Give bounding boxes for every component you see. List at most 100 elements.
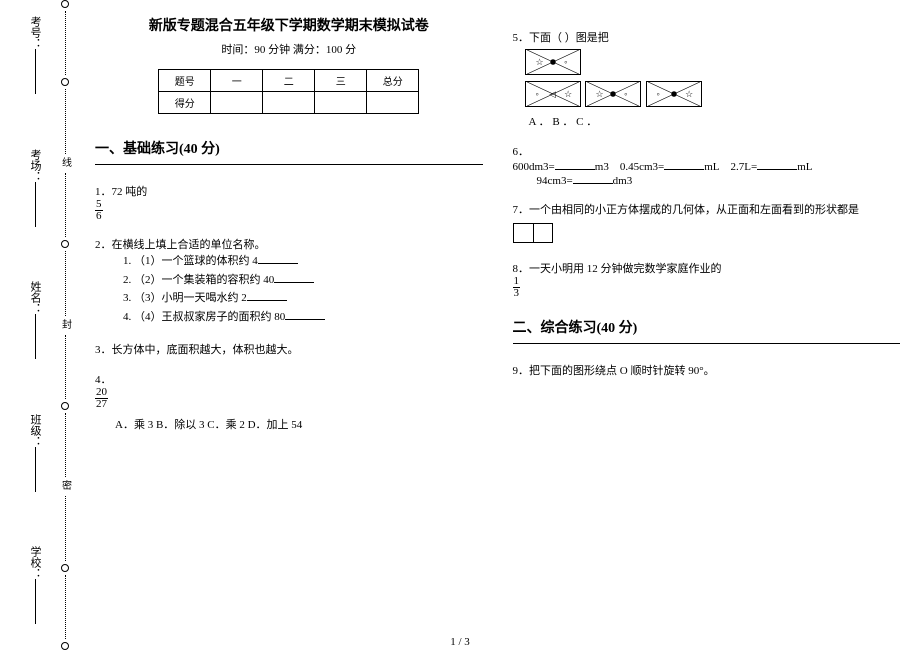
binding-dotline — [65, 413, 66, 477]
side-labels: 考号： 考场： 姓名： 班级： 学校： — [20, 10, 50, 630]
q6-text: 6． — [513, 143, 901, 159]
th: 题号 — [159, 70, 211, 92]
frac-num: 20 — [95, 387, 108, 399]
side-banji: 班级： — [27, 408, 43, 498]
frac-den: 27 — [95, 399, 108, 410]
th: 一 — [211, 70, 263, 92]
q6b: 0.45cm3= — [620, 161, 664, 173]
score-table: 题号 一 二 三 总分 得分 — [158, 69, 419, 114]
binding-dotline — [65, 575, 66, 639]
binding-circle — [61, 240, 69, 248]
blank — [573, 173, 613, 184]
blank-line — [35, 314, 36, 359]
question-7: 7．一个由相同的小正方体摆成的几何体，从正面和左面看到的形状都是 — [513, 201, 901, 246]
side-xingming: 姓名： — [27, 275, 43, 365]
blank-line — [35, 182, 36, 227]
q5-ref-shape: ☆◦ — [525, 49, 901, 75]
q6c-unit: mL — [797, 161, 812, 173]
q1-fraction: 5 6 — [95, 199, 103, 222]
q4-text: 4． — [95, 371, 483, 387]
q2-3-text: 3. （3）小明一天喝水约 2 — [123, 292, 247, 304]
frac-den: 3 — [513, 288, 521, 299]
seal-feng: 封 — [58, 319, 73, 332]
shape-a-icon: ◦◁☆ — [525, 81, 581, 107]
side-kaochang: 考场： — [27, 143, 43, 233]
question-9: 9．把下面的图形绕点 O 顺时针旋转 90°。 — [513, 362, 901, 378]
svg-text:☆: ☆ — [685, 89, 693, 99]
q7-text: 7．一个由相同的小正方体摆成的几何体，从正面和左面看到的形状都是 — [513, 201, 901, 217]
question-5: 5．下面（ ）图是把 ☆◦ ◦◁☆ ☆◦ ◦☆ A ． B ． C ． — [513, 29, 901, 129]
binding-dotline — [65, 89, 66, 153]
binding-circle — [61, 0, 69, 8]
td — [211, 92, 263, 114]
svg-text:☆: ☆ — [596, 89, 604, 99]
blank-line — [35, 579, 36, 624]
side-kaohao: 考号： — [27, 10, 43, 100]
question-8: 8．一天小明用 12 分钟做完数学家庭作业的 1 3 — [513, 260, 901, 299]
section-2-title: 二、综合练习(40 分) — [513, 317, 901, 337]
xuexiao-label: 学校： — [29, 546, 41, 579]
binding-circle — [61, 78, 69, 86]
q6-line1: 600dm3= m3 0.45cm3= mL 2.7L= mL — [513, 159, 901, 173]
blank — [247, 290, 287, 301]
blank — [258, 253, 298, 264]
kaohao-label: 考号： — [29, 16, 41, 49]
binding-dotline — [65, 11, 66, 75]
q6a: 600dm3= — [513, 161, 555, 173]
q5-opt-shapes: ◦◁☆ ☆◦ ◦☆ — [525, 81, 901, 107]
kaochang-label: 考场： — [29, 149, 41, 182]
seal-xian: 线 — [58, 157, 73, 170]
question-6: 6． 600dm3=m3 0.45cm3=mL 2.7L=mL 94cm3=dm… — [513, 143, 901, 187]
question-4: 4． 20 27 A．乘 3 B．除以 3 C．乘 2 D．加上 54 — [95, 371, 483, 432]
question-3: 3．长方体中，底面积越大，体积也越大。 — [95, 341, 483, 357]
q6c: 2.7L= — [731, 161, 758, 173]
q5-options: A ． B ． C ． — [529, 113, 901, 129]
section-underline — [95, 164, 483, 165]
binding-dotline — [65, 335, 66, 399]
th: 二 — [263, 70, 315, 92]
shape-b-icon: ☆◦ — [585, 81, 641, 107]
q2-sub: 1. （1）一个篮球的体积约 4 2. （2）一个集装箱的容积约 40 3. （… — [123, 252, 483, 327]
q2-2-text: 2. （2）一个集装箱的容积约 40 — [123, 274, 274, 286]
page-footer: 1 / 3 — [0, 636, 920, 648]
svg-text:◦: ◦ — [624, 89, 627, 99]
seal-mi: 密 — [58, 480, 73, 493]
th: 得分 — [159, 92, 211, 114]
binding-circle — [61, 402, 69, 410]
th: 三 — [315, 70, 367, 92]
q6a-unit: m3 — [595, 161, 609, 173]
binding-strip: 线 封 密 — [55, 0, 75, 650]
q2-3: 3. （3）小明一天喝水约 2 — [123, 289, 483, 308]
blank — [664, 159, 704, 170]
table-row: 题号 一 二 三 总分 — [159, 70, 419, 92]
svg-text:☆: ☆ — [535, 57, 543, 67]
section-underline — [513, 343, 901, 344]
page-content: 新版专题混合五年级下学期数学期末模拟试卷 时间：90 分钟 满分：100 分 题… — [95, 15, 900, 635]
q2-1: 1. （1）一个篮球的体积约 4 — [123, 252, 483, 271]
binding-dotline — [65, 496, 66, 560]
section-1-title: 一、基础练习(40 分) — [95, 138, 483, 158]
q6d: 94cm3= — [537, 175, 573, 187]
th: 总分 — [367, 70, 419, 92]
td — [263, 92, 315, 114]
q2-4: 4. （4）王叔叔家房子的面积约 80 — [123, 308, 483, 327]
svg-text:☆: ☆ — [564, 89, 572, 99]
table-row: 得分 — [159, 92, 419, 114]
frac-den: 6 — [95, 211, 103, 222]
q6b-unit: mL — [704, 161, 719, 173]
question-2: 2．在横线上填上合适的单位名称。 1. （1）一个篮球的体积约 4 2. （2）… — [95, 236, 483, 327]
right-column: 5．下面（ ）图是把 ☆◦ ◦◁☆ ☆◦ ◦☆ A ． B ． C ． — [513, 15, 901, 635]
exam-title: 新版专题混合五年级下学期数学期末模拟试卷 — [95, 15, 483, 35]
svg-text:◦: ◦ — [656, 89, 659, 99]
q2-2: 2. （2）一个集装箱的容积约 40 — [123, 271, 483, 290]
blank — [555, 159, 595, 170]
binding-circle — [61, 564, 69, 572]
q4-fraction: 20 27 — [95, 387, 108, 410]
banji-label: 班级： — [29, 414, 41, 447]
q4-options: A．乘 3 B．除以 3 C．乘 2 D．加上 54 — [115, 416, 483, 432]
shape-c-icon: ◦☆ — [646, 81, 702, 107]
left-column: 新版专题混合五年级下学期数学期末模拟试卷 时间：90 分钟 满分：100 分 题… — [95, 15, 483, 635]
q2-4-text: 4. （4）王叔叔家房子的面积约 80 — [123, 311, 285, 323]
q1-text: 1．72 吨的 — [95, 186, 147, 198]
svg-text:◦: ◦ — [564, 57, 567, 67]
